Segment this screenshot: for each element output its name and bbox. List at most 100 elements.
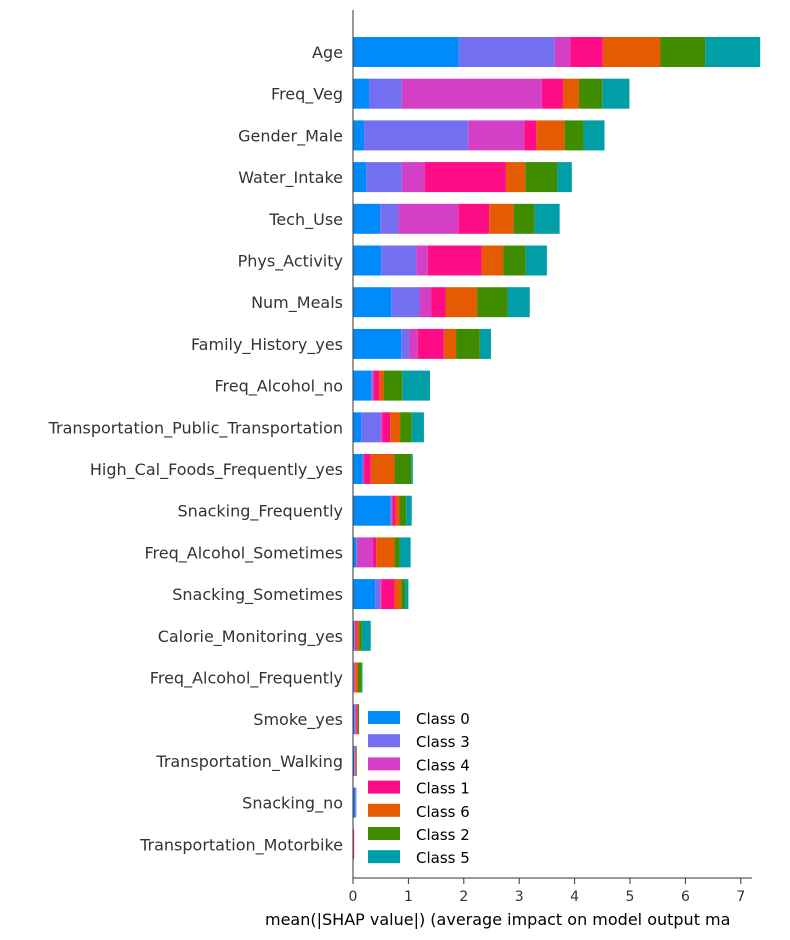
bar-segment-class-3-freq_alcohol_frequently	[353, 662, 355, 693]
legend-label: Class 3	[416, 733, 470, 751]
legend-label: Class 1	[416, 780, 470, 798]
bar-segment-class-2-transportation_walking	[356, 745, 357, 776]
x-tick-label: 3	[515, 889, 524, 905]
bar-segment-class-0-snacking_no	[353, 787, 356, 818]
bar-segment-class-2-freq_alcohol_frequently	[357, 662, 362, 693]
bar-layer	[353, 37, 761, 860]
bar-segment-class-2-freq_alcohol_no	[384, 370, 403, 401]
bar-segment-class-4-freq_veg	[401, 78, 542, 109]
bar-segment-class-1-freq_alcohol_no	[374, 370, 380, 401]
x-tick-label: 6	[681, 889, 690, 905]
bar-segment-class-5-tech_use	[534, 203, 560, 234]
feature-label: Phys_Activity	[238, 252, 343, 272]
legend-swatch	[368, 757, 400, 771]
bar-segment-class-3-snacking_no	[355, 787, 356, 818]
bar-segment-class-3-num_meals	[391, 287, 420, 318]
bar-segment-class-4-calorie_monitoring_yes	[354, 620, 356, 651]
bar-segment-class-5-family_history_yes	[479, 328, 491, 359]
bar-segment-class-0-freq_veg	[353, 78, 370, 109]
bar-segment-class-2-tech_use	[513, 203, 535, 234]
x-tick-label: 0	[349, 889, 358, 905]
bar-segment-class-5-freq_veg	[602, 78, 630, 109]
bar-segment-class-3-gender_male	[364, 120, 469, 151]
bar-segment-class-1-phys_activity	[427, 245, 482, 276]
bar-segment-class-1-tech_use	[458, 203, 490, 234]
bar-segment-class-3-freq_alcohol_no	[371, 370, 373, 401]
bar-segment-class-0-water_intake	[353, 162, 367, 193]
legend-swatch	[368, 850, 400, 864]
feature-label: Snacking_no	[242, 794, 343, 814]
bar-segment-class-2-high_cal_foods_frequently_yes	[394, 454, 412, 484]
bar-segment-class-2-smoke_yes	[357, 704, 360, 735]
legend-label: Class 4	[416, 756, 470, 774]
bar-segment-class-4-freq_alcohol_sometimes	[356, 537, 373, 568]
feature-label: Transportation_Walking	[155, 752, 343, 772]
bar-segment-class-3-transportation_public_transportation	[361, 412, 381, 443]
bar-segment-class-2-num_meals	[477, 287, 508, 318]
legend-label: Class 2	[416, 826, 470, 844]
feature-label: High_Cal_Foods_Frequently_yes	[90, 460, 343, 480]
feature-label: Tech_Use	[268, 210, 343, 230]
feature-label: Freq_Alcohol_no	[214, 377, 343, 397]
bar-segment-class-4-snacking_no	[355, 787, 357, 818]
bar-segment-class-3-freq_veg	[369, 78, 402, 109]
feature-label: Calorie_Monitoring_yes	[158, 627, 343, 647]
bar-segment-class-3-age	[458, 37, 555, 67]
bar-segment-class-6-snacking_sometimes	[394, 579, 402, 610]
bar-segment-class-0-freq_alcohol_no	[353, 370, 372, 401]
bar-segment-class-5-gender_male	[583, 120, 605, 151]
feature-label: Num_Meals	[251, 293, 343, 313]
feature-label: Transportation_Public_Transportation	[48, 418, 343, 438]
bar-segment-class-5-high_cal_foods_frequently_yes	[411, 454, 413, 484]
bar-segment-class-1-freq_alcohol_sometimes	[372, 537, 377, 568]
bar-segment-class-6-gender_male	[536, 120, 565, 151]
legend-label: Class 6	[416, 803, 470, 821]
bar-segment-class-5-calorie_monitoring_yes	[361, 620, 371, 651]
bar-segment-class-4-transportation_public_transportation	[380, 412, 383, 443]
bar-segment-class-0-gender_male	[353, 120, 365, 151]
x-axis-label: mean(|SHAP value|) (average impact on mo…	[265, 910, 730, 929]
bar-segment-class-6-num_meals	[445, 287, 478, 318]
bar-segment-class-1-freq_veg	[541, 78, 563, 109]
bar-segment-class-1-snacking_sometimes	[381, 579, 395, 610]
bar-segment-class-6-transportation_public_transportation	[390, 412, 401, 443]
feature-label: Freq_Veg	[271, 85, 343, 105]
bar-segment-class-3-smoke_yes	[354, 704, 356, 735]
x-tick-label: 7	[736, 889, 745, 905]
bar-segment-class-1-age	[570, 37, 603, 67]
bar-segment-class-0-snacking_frequently	[353, 495, 391, 526]
bar-segment-class-0-num_meals	[353, 287, 392, 318]
bar-segment-class-4-freq_alcohol_frequently	[354, 662, 355, 693]
bar-segment-class-6-freq_alcohol_sometimes	[376, 537, 395, 568]
bar-segment-class-4-gender_male	[468, 120, 525, 151]
x-tick-label: 1	[404, 889, 413, 905]
bar-segment-class-0-phys_activity	[353, 245, 382, 276]
bar-segment-class-0-age	[353, 37, 459, 67]
bar-segment-class-4-snacking_frequently	[391, 495, 393, 526]
bar-segment-class-1-snacking_frequently	[392, 495, 396, 526]
bar-segment-class-2-family_history_yes	[456, 328, 480, 359]
x-ticks: 0 1 2 3 4 5 6 7	[349, 878, 745, 905]
bar-segment-class-3-freq_alcohol_sometimes	[356, 537, 357, 568]
bar-segment-class-1-smoke_yes	[356, 704, 358, 735]
bar-segment-class-6-transportation_walking	[355, 745, 357, 776]
bar-segment-class-4-age	[554, 37, 571, 67]
bar-segment-class-5-phys_activity	[525, 245, 547, 276]
bar-segment-class-2-freq_veg	[579, 78, 603, 109]
bar-segment-class-3-tech_use	[380, 203, 399, 234]
bar-segment-class-1-transportation_public_transportation	[382, 412, 391, 443]
bar-segment-class-2-gender_male	[564, 120, 584, 151]
bar-segment-class-0-smoke_yes	[353, 704, 355, 735]
bar-segment-class-1-family_history_yes	[417, 328, 444, 359]
bar-segment-class-5-num_meals	[507, 287, 530, 318]
bar-segment-class-4-tech_use	[398, 203, 459, 234]
bar-segment-class-3-snacking_frequently	[390, 495, 392, 526]
feature-label: Snacking_Frequently	[178, 502, 343, 522]
bar-segment-class-1-gender_male	[524, 120, 537, 151]
bar-segment-class-5-water_intake	[557, 162, 572, 193]
bar-segment-class-0-calorie_monitoring_yes	[353, 620, 355, 651]
bar-segment-class-4-freq_alcohol_no	[372, 370, 375, 401]
bar-segment-class-1-high_cal_foods_frequently_yes	[364, 454, 371, 484]
bar-segment-class-3-family_history_yes	[401, 328, 409, 359]
